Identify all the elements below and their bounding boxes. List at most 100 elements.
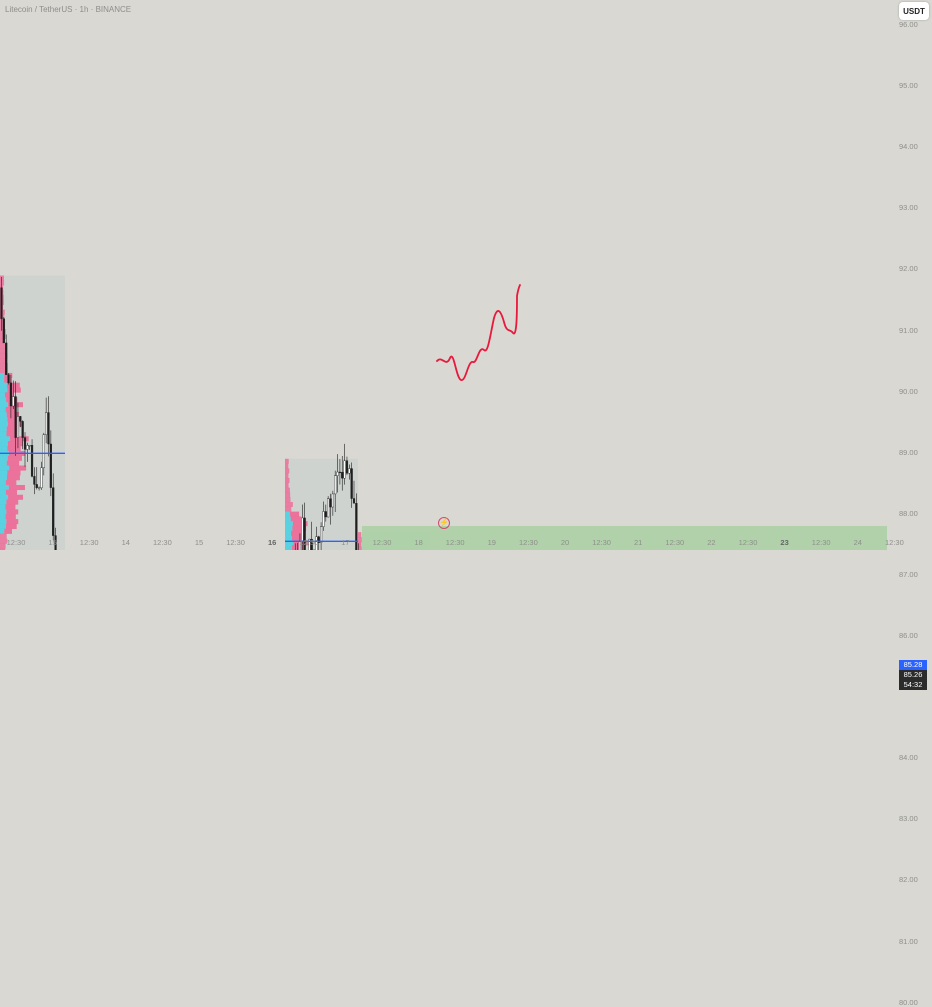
time-axis-label: 12:30 [519,538,538,547]
candle-body [2,318,5,344]
candlesticks [0,276,360,550]
symbol-title: Litecoin / TetherUS · 1h · BINANCE [5,5,132,14]
price-axis-label: 93.00 [899,203,918,213]
volume-bar [285,526,293,532]
time-axis-label: 12:30 [885,538,904,547]
volume-bar [0,338,5,344]
price-axis-label: 82.00 [899,875,918,885]
volume-bar [0,475,7,481]
candle-body [303,517,306,550]
candle-body [352,498,356,504]
volume-bar [6,509,19,515]
time-axis-label: 15 [48,538,57,547]
volume-bar [285,535,292,541]
candle-body [345,460,349,474]
poc-lines [0,452,358,542]
candle-body [14,396,17,438]
candle-body [21,421,24,438]
volume-bar [285,530,292,536]
volume-bar [285,487,290,493]
volume-bar [7,455,22,461]
volume-bar [358,532,362,538]
time-axis-label: 12:30 [445,538,465,547]
volume-bar [0,324,5,330]
price-axis-label: 94.00 [899,142,918,152]
candle-body [30,445,34,477]
currency-button[interactable]: USDT [899,2,929,20]
price-axis-label: 86.00 [899,631,918,640]
volume-bar [0,416,8,422]
volume-bar [5,523,17,530]
candle-body [47,412,50,445]
volume-bar [6,411,19,417]
volume-bar [0,353,8,359]
volume-bar [285,545,292,550]
volume-bar [6,426,20,432]
candle-body [26,445,29,450]
candle-body [355,503,358,550]
volume-bar [358,537,362,543]
time-axis-label: 12:30 [226,538,245,547]
volume-profiles [0,275,362,550]
volume-bar [0,465,10,471]
volume-bar [285,468,290,474]
lightning-bolt-icon[interactable]: ⚡ [438,517,450,529]
volume-bar [0,411,7,417]
candle-body [331,493,334,508]
time-axis-label: 16 [268,538,277,547]
volume-bar [6,475,20,481]
volume-bar [0,480,6,486]
candle-body [320,526,323,543]
time-axis-label: 23 [780,538,789,547]
candle-body [16,416,20,438]
candle-body [42,434,45,469]
session-boxes [0,275,430,550]
current-price-tag: 85.28 [899,660,927,671]
time-axis-label: 19 [487,538,496,547]
candle-body [19,416,22,422]
volume-bar [0,548,6,550]
volume-bar [4,528,12,534]
candle-body [45,412,48,435]
countdown-tag: 54:32 [899,680,927,691]
volume-bar [358,541,362,547]
volume-bar [0,523,6,530]
volume-bar [0,504,6,510]
volume-bar [0,280,5,286]
price-axis-label: 89.00 [899,447,918,457]
resistance-zone [362,526,887,550]
time-axis-label: 12:30 [153,538,172,547]
volume-bar [0,543,6,549]
candle-body [5,342,8,375]
volume-bar [292,526,307,532]
volume-bar [292,521,308,527]
projection-path [436,284,521,381]
volume-bar [7,446,21,452]
price-axis-label: 83.00 [899,814,918,824]
volume-bar [0,528,5,534]
time-axis-label: 12:30 [665,538,685,547]
candle-body [343,460,346,479]
volume-bar [0,402,9,408]
candle-body [12,396,15,407]
volume-bar [0,407,6,413]
price-axis-label: 91.00 [899,325,918,335]
candle-body [308,538,311,550]
candle-body [28,445,31,447]
volume-bar [0,509,7,515]
candle-body [0,287,3,319]
candle-body [49,443,52,488]
volume-bar [285,473,289,479]
volume-bar [285,458,289,464]
volume-bar [0,436,11,442]
volume-bar [6,431,19,437]
volume-bar [0,348,6,354]
volume-bar [0,446,8,452]
volume-bar [6,460,20,466]
supply-demand-zones [362,526,887,550]
candle-body [327,498,330,518]
volume-bar [291,535,305,541]
candle-body [324,511,327,518]
price-chart[interactable] [0,0,932,550]
candle-body [9,382,12,407]
